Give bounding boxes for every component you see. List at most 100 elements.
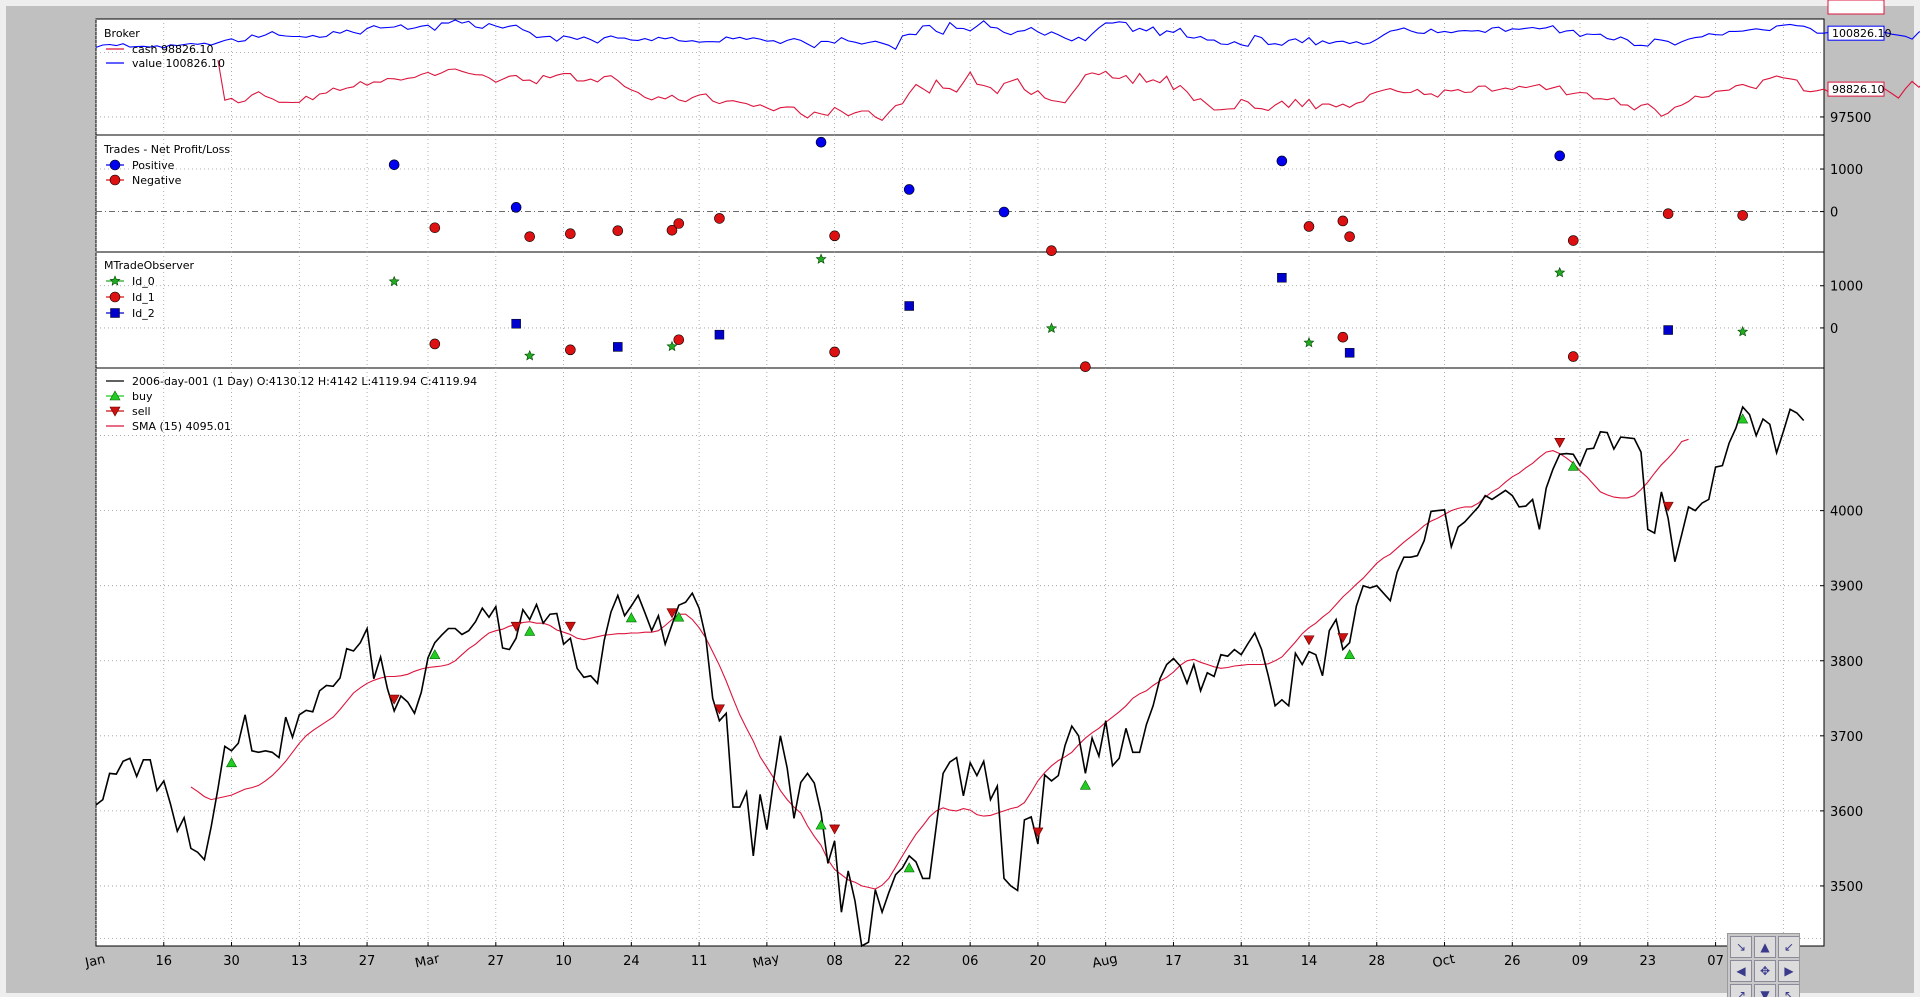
buy-marker — [524, 625, 536, 636]
price-axes — [95, 367, 1825, 947]
legend-sma-label: SMA (15) 4095.01 — [132, 420, 231, 433]
x-tick-label: 06 — [962, 954, 979, 969]
id-1-point — [565, 344, 576, 356]
legend-negative-marker — [109, 174, 121, 186]
cash-series-line — [217, 60, 1920, 121]
legend-close-label: 2006-day-001 (1 Day) O:4130.12 H:4142 L:… — [132, 375, 477, 388]
legend-id-1 — [106, 291, 124, 303]
x-tick-label: 07 — [1707, 954, 1724, 969]
price-y-tick-label: 3600 — [1830, 805, 1863, 820]
id-0-point — [388, 275, 400, 287]
mtrade-title: MTradeObserver — [104, 259, 195, 272]
price-y-tick-label: 3800 — [1830, 655, 1863, 670]
mtrade-y-tick-label: 0 — [1830, 322, 1838, 337]
id-0-point — [1303, 336, 1315, 348]
pan-left-icon[interactable]: ◀ — [1730, 960, 1752, 982]
legend-id-2-marker — [110, 308, 120, 318]
trades-title: Trades - Net Profit/Loss — [103, 143, 230, 156]
legend-sell-marker — [109, 406, 121, 417]
negative-trade-point — [829, 230, 840, 242]
legend-sell — [106, 406, 124, 417]
legend-buy — [106, 390, 124, 401]
x-tick-label: 20 — [1030, 954, 1047, 969]
positive-trade-point — [815, 136, 827, 148]
legend-buy-marker — [109, 390, 121, 401]
negative-trade-point — [673, 218, 685, 229]
x-tick-label: 22 — [894, 954, 911, 969]
legend-cash-label: cash 98826.10 — [132, 43, 213, 56]
mtrade-axes — [95, 251, 1825, 369]
positive-trade-point — [998, 206, 1010, 218]
broker-title: Broker — [104, 27, 140, 40]
negative-trade-point — [1344, 231, 1355, 242]
sell-marker — [1303, 635, 1315, 646]
legend-id-0-label: Id_0 — [132, 275, 155, 288]
id-0-point — [815, 253, 827, 264]
vertical-grid — [95, 19, 1784, 946]
cash-tag-box — [1827, 81, 1885, 97]
buy-marker — [903, 862, 915, 873]
navigation-toolbar: ↘ ▲ ↙ ◀ ✥ ▶ ↗ ▼ ↖ — [1727, 933, 1800, 997]
trades-y-tick-label: 1000 — [1830, 163, 1863, 178]
sma-tag-box — [1827, 0, 1885, 15]
id-1-point — [1080, 361, 1091, 373]
positive-trade-point — [903, 184, 915, 195]
sell-marker — [1554, 438, 1566, 448]
zoom-out-bottom-left-icon[interactable]: ↗ — [1730, 984, 1752, 997]
id-2-point — [511, 318, 521, 329]
x-tick-label: Mar — [414, 952, 442, 972]
close-series-line — [95, 405, 1805, 948]
cash-tag: 98826.10 — [1827, 81, 1885, 97]
sell-marker — [1032, 827, 1044, 838]
x-tick-label: 28 — [1368, 954, 1385, 969]
legend-id-2-label: Id_2 — [132, 307, 155, 320]
pan-up-icon[interactable]: ▲ — [1754, 936, 1776, 958]
id-0-point — [1045, 322, 1057, 334]
pan-down-icon[interactable]: ▼ — [1754, 984, 1776, 997]
negative-trade-point — [612, 225, 624, 237]
negative-trade-point — [1046, 245, 1057, 257]
sell-marker — [564, 621, 576, 632]
buy-marker — [226, 757, 238, 768]
pan-all-icon[interactable]: ✥ — [1754, 960, 1776, 982]
value-series-line — [95, 19, 1920, 50]
zoom-out-bottom-right-icon[interactable]: ↖ — [1778, 984, 1799, 997]
x-tick-label: 17 — [1165, 954, 1182, 969]
positive-trade-point — [510, 202, 522, 213]
positive-trade-point — [1554, 150, 1566, 162]
negative-trade-point — [1662, 208, 1674, 220]
x-tick-label: 11 — [691, 954, 708, 969]
price-y-tick-label: 3900 — [1830, 580, 1863, 595]
sell-marker — [829, 824, 841, 835]
x-tick-label: 08 — [826, 954, 843, 969]
legend-negative — [106, 174, 124, 186]
x-tick-label: 24 — [623, 954, 640, 969]
negative-trade-point — [714, 213, 725, 224]
sell-marker — [388, 694, 400, 705]
x-tick-label: 09 — [1572, 954, 1589, 969]
negative-trade-point — [1567, 235, 1579, 246]
cash-tag-text: 98826.10 — [1832, 83, 1885, 96]
id-2-point — [1277, 272, 1287, 283]
broker-y-tick-label: 97500 — [1830, 111, 1871, 126]
zoom-in-top-right-icon[interactable]: ↙ — [1778, 936, 1799, 958]
zoom-in-top-left-icon[interactable]: ↘ — [1730, 936, 1752, 958]
buy-marker — [815, 819, 827, 830]
x-tick-label: Oct — [1431, 952, 1456, 971]
id-1-point — [673, 334, 685, 346]
id-1-point — [1567, 351, 1579, 362]
negative-trade-point — [565, 228, 576, 240]
x-tick-label: May — [751, 951, 781, 971]
id-1-point — [429, 338, 441, 350]
trades-y-tick-label: 0 — [1830, 206, 1838, 221]
legend-id-0 — [106, 275, 124, 286]
x-tick-label: 31 — [1233, 954, 1250, 969]
legend-sell-label: sell — [132, 405, 151, 418]
id-0-point — [524, 350, 536, 361]
sma-series-line — [190, 438, 1689, 890]
id-0-point — [1554, 266, 1566, 278]
id-2-point — [714, 329, 725, 340]
pan-right-icon[interactable]: ▶ — [1778, 960, 1799, 982]
id-0-point — [666, 340, 678, 352]
